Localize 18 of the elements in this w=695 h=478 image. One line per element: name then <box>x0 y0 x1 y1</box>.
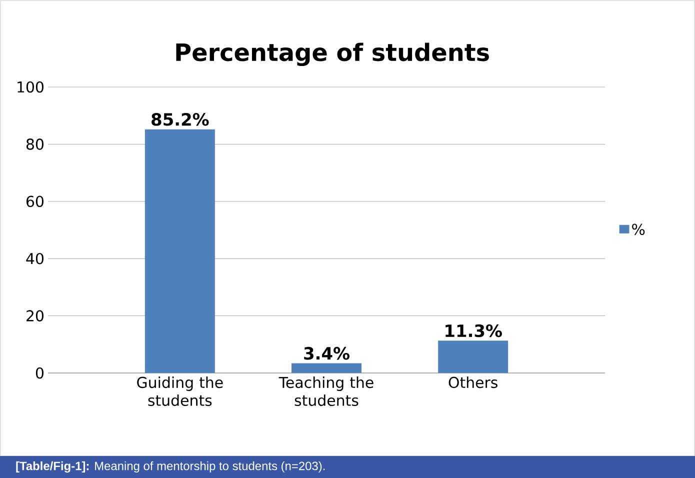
x-tick-label: Guiding the students <box>137 376 223 406</box>
y-tick-label: 20 <box>26 310 44 322</box>
y-tick-label: 0 <box>36 367 44 379</box>
legend-label: % <box>632 224 645 236</box>
x-tick-label: Teaching the students <box>278 376 374 406</box>
bar <box>438 340 508 373</box>
text: 85.2% <box>152 112 209 126</box>
text: 11.3% <box>446 324 502 338</box>
bar <box>292 363 362 373</box>
chart-title: Percentage of students <box>176 42 489 66</box>
x-tick-label: Others <box>448 376 498 388</box>
text: 3.4% <box>304 346 350 360</box>
bar <box>144 129 215 373</box>
y-tick-label: 40 <box>26 252 44 264</box>
y-tick-label: 100 <box>18 81 44 93</box>
y-tick-label: 80 <box>26 138 44 150</box>
y-tick-label: 60 <box>26 196 44 208</box>
text: [Table/Fig-1]: Meaning of mentorship to students (n=203). <box>16 461 325 473</box>
